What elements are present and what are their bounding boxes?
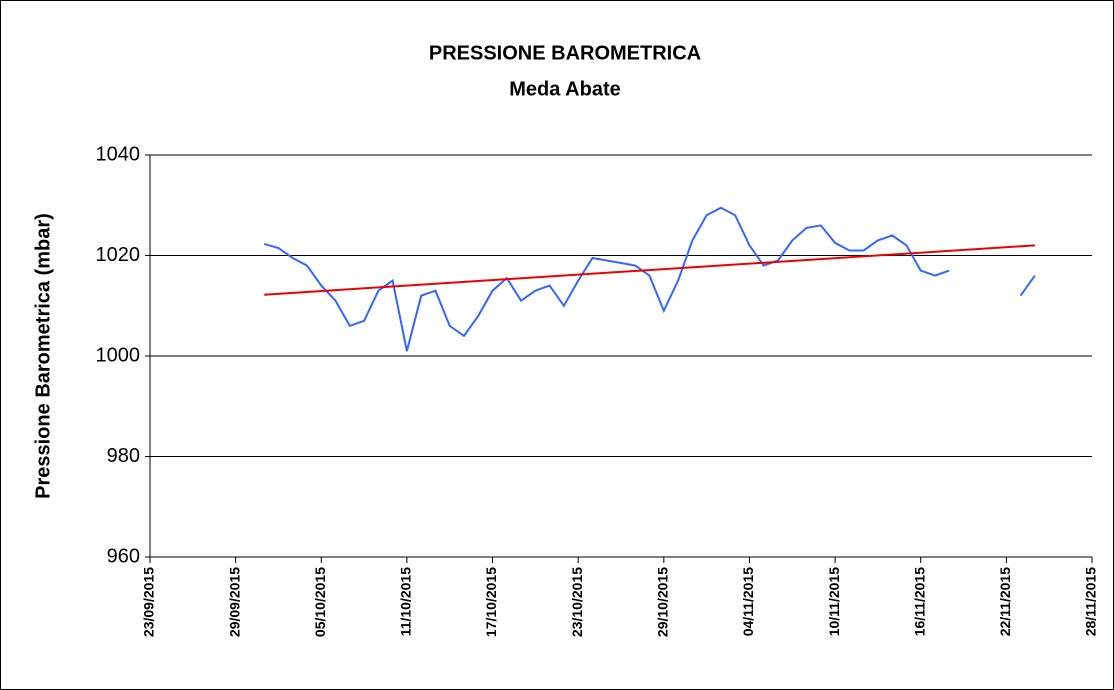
- chart-subtitle: Meda Abate: [509, 78, 621, 100]
- y-tick-label: 1040: [96, 143, 141, 165]
- x-tick-label: 23/10/2015: [569, 567, 585, 637]
- y-tick-label: 1020: [96, 244, 141, 266]
- x-tick-label: 23/09/2015: [141, 567, 157, 637]
- x-tick-label: 11/10/2015: [398, 567, 414, 637]
- x-tick-label: 04/11/2015: [740, 567, 756, 637]
- y-tick-label: 980: [107, 445, 140, 467]
- x-tick-label: 17/10/2015: [483, 567, 499, 637]
- x-tick-label: 22/11/2015: [997, 567, 1013, 637]
- x-tick-label: 29/10/2015: [655, 567, 671, 637]
- chart-title: PRESSIONE BAROMETRICA: [429, 42, 701, 64]
- x-tick-label: 28/11/2015: [1083, 567, 1099, 637]
- y-axis-label: Pressione Barometrica (mbar): [32, 213, 54, 499]
- data-line: [264, 244, 1035, 296]
- data-line: [263, 206, 1036, 352]
- y-tick-label: 960: [107, 545, 140, 567]
- x-tick-label: 10/11/2015: [826, 567, 842, 637]
- x-tick-label: 05/10/2015: [312, 567, 328, 637]
- x-tick-label: 16/11/2015: [911, 567, 927, 637]
- x-tick-label: 29/09/2015: [226, 567, 242, 637]
- y-tick-label: 1000: [96, 344, 141, 366]
